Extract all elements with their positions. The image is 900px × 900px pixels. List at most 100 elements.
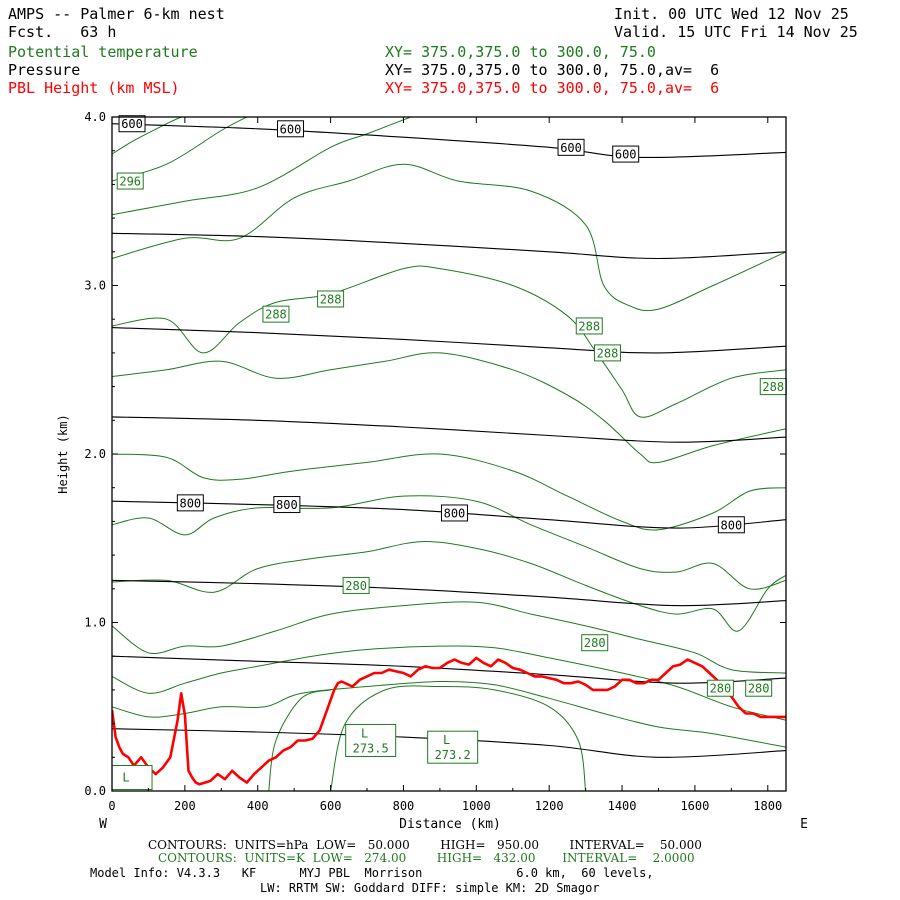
x-tick-label-400: 400 — [247, 799, 269, 813]
x-tick-label-0: 0 — [108, 799, 115, 813]
footer-physics-info: LW: RRTM SW: Goddard DIFF: simple KM: 2D… — [260, 881, 600, 895]
pressure-contour-600 — [112, 123, 786, 159]
x-tick-label-1800: 1800 — [753, 799, 782, 813]
pressure-label-600: 600 — [121, 117, 143, 131]
theta-label-288: 288 — [597, 346, 619, 360]
theta-contour-290 — [112, 163, 786, 312]
pressure-contour-850 — [112, 579, 786, 607]
pressure-contour-650 — [112, 232, 786, 260]
theta-contour-292 — [112, 117, 411, 216]
pressure-contour-750 — [112, 416, 786, 443]
y-tick-label-2.0: 2.0 — [84, 447, 106, 461]
theta-label-288-box — [593, 344, 621, 362]
theta-contour-282 — [112, 495, 786, 590]
contour-labels: 600 600 600 600 800 800 800 800 296 288 288 288 288 2… — [111, 115, 787, 791]
field3-name: PBL Height (km MSL) — [8, 79, 180, 97]
init-time: Init. 00 UTC Wed 12 Nov 25 — [614, 5, 849, 23]
low-center-letter-2: L — [122, 771, 129, 785]
theta-contour-284 — [112, 453, 786, 531]
theta-contour-274 — [112, 680, 786, 748]
low-center-value-0: 273.5 — [353, 741, 389, 755]
x-tick-label-800: 800 — [393, 799, 415, 813]
x-tick-label-200: 200 — [174, 799, 196, 813]
pressure-label-600-box — [557, 138, 585, 156]
pbl-height-series — [112, 656, 786, 786]
pressure-label-800: 800 — [276, 498, 298, 512]
pressure-label-800-box — [440, 504, 468, 522]
west-label: W — [99, 817, 107, 832]
pressure-label-800: 800 — [179, 496, 201, 510]
east-label: E — [800, 817, 808, 832]
theta-label-288-box — [575, 317, 603, 335]
low-center-value-1: 273.2 — [435, 748, 471, 762]
y-tick-label-0.0: 0.0 — [84, 784, 106, 798]
theta-label-280-box — [706, 679, 734, 697]
theta-label-280-box — [745, 679, 773, 697]
low-center-letter-1: L — [443, 733, 450, 747]
pressure-label-800: 800 — [444, 506, 466, 520]
theta-contour-288 — [112, 265, 786, 418]
field3-xy: XY= 375.0,375.0 to 300.0, 75.0,av= 6 — [385, 79, 720, 97]
y-axis-label: Height (km) — [56, 414, 70, 493]
pressure-label-800-box — [176, 494, 204, 512]
pressure-label-600: 600 — [560, 141, 582, 155]
theta-label-280-box — [581, 634, 609, 652]
pressure-label-800: 800 — [721, 518, 743, 532]
y-tick-label-1.0: 1.0 — [84, 616, 106, 630]
theta-label-288-box — [262, 305, 290, 323]
theta-label-280: 280 — [584, 636, 606, 650]
theta-contour-286 — [112, 352, 786, 464]
field2-xy: XY= 375.0,375.0 to 300.0, 75.0,av= 6 — [385, 61, 720, 79]
pressure-label-600-box — [612, 145, 640, 163]
axes: 0 200 400 600 800 1000 1200 1400 1600 1800 0.0 1.0 2… — [84, 110, 786, 813]
field1-xy: XY= 375.0,375.0 to 300.0, 75.0 — [385, 43, 656, 61]
theta-label-280-box — [342, 576, 370, 594]
pressure-label-600: 600 — [615, 148, 637, 162]
pbl-height-line — [112, 656, 786, 786]
x-axis-label: Distance (km) — [399, 817, 501, 832]
chart-title: AMPS -- Palmer 6-km nest — [8, 5, 225, 23]
x-tick-label-600: 600 — [320, 799, 342, 813]
theta-label-280: 280 — [710, 682, 732, 696]
footer-pressure-contours: CONTOURS: UNITS=hPa LOW= 50.000 HIGH= 95… — [148, 838, 702, 852]
theta-label-288-box — [317, 290, 345, 308]
forecast-hour: Fcst. 63 h — [8, 23, 117, 41]
theta-contour-278 — [112, 601, 786, 674]
theta-label-296: 296 — [119, 175, 141, 189]
field1-name: Potential temperature — [8, 43, 198, 61]
theta-label-296-box — [116, 172, 144, 190]
pressure-label-800-box — [717, 516, 745, 534]
x-tick-label-1200: 1200 — [535, 799, 564, 813]
theta-label-288: 288 — [762, 380, 784, 394]
theta-label-288: 288 — [578, 319, 600, 333]
theta-contour-276 — [112, 645, 786, 721]
low-center-letter-0: L — [361, 726, 368, 740]
footer-theta-contours: CONTOURS: UNITS=K LOW= 274.00 HIGH= 432.… — [158, 851, 695, 865]
pressure-label-800-box — [273, 496, 301, 514]
theta-label-280: 280 — [345, 579, 367, 593]
pressure-contour-700 — [112, 327, 786, 354]
low-center-box-2 — [111, 765, 153, 791]
theta-contour-296 — [112, 117, 182, 155]
pressure-contours — [112, 123, 786, 758]
theta-contours — [112, 117, 786, 791]
pressure-label-600-box — [118, 115, 146, 133]
valid-time: Valid. 15 UTC Fri 14 Nov 25 — [614, 23, 858, 41]
field2-name: Pressure — [8, 61, 81, 79]
pressure-label-600-box — [277, 120, 305, 138]
y-tick-label-3.0: 3.0 — [84, 279, 106, 293]
theta-label-280: 280 — [748, 682, 770, 696]
footer-model-info: Model Info: V4.3.3 KF MYJ PBL Morrison 6… — [90, 866, 654, 880]
y-tick-label-4.0: 4.0 — [84, 110, 106, 124]
theta-contour-274 — [330, 685, 587, 791]
pressure-contour-900 — [112, 655, 786, 684]
theta-contour-280 — [112, 541, 786, 632]
plot-frame — [111, 116, 787, 792]
pressure-label-600: 600 — [280, 122, 302, 136]
theta-contour-274 — [268, 689, 331, 791]
theta-label-288: 288 — [320, 292, 342, 306]
low-center-box-0 — [345, 723, 397, 757]
theta-label-288: 288 — [265, 308, 287, 322]
x-tick-label-1000: 1000 — [462, 799, 491, 813]
